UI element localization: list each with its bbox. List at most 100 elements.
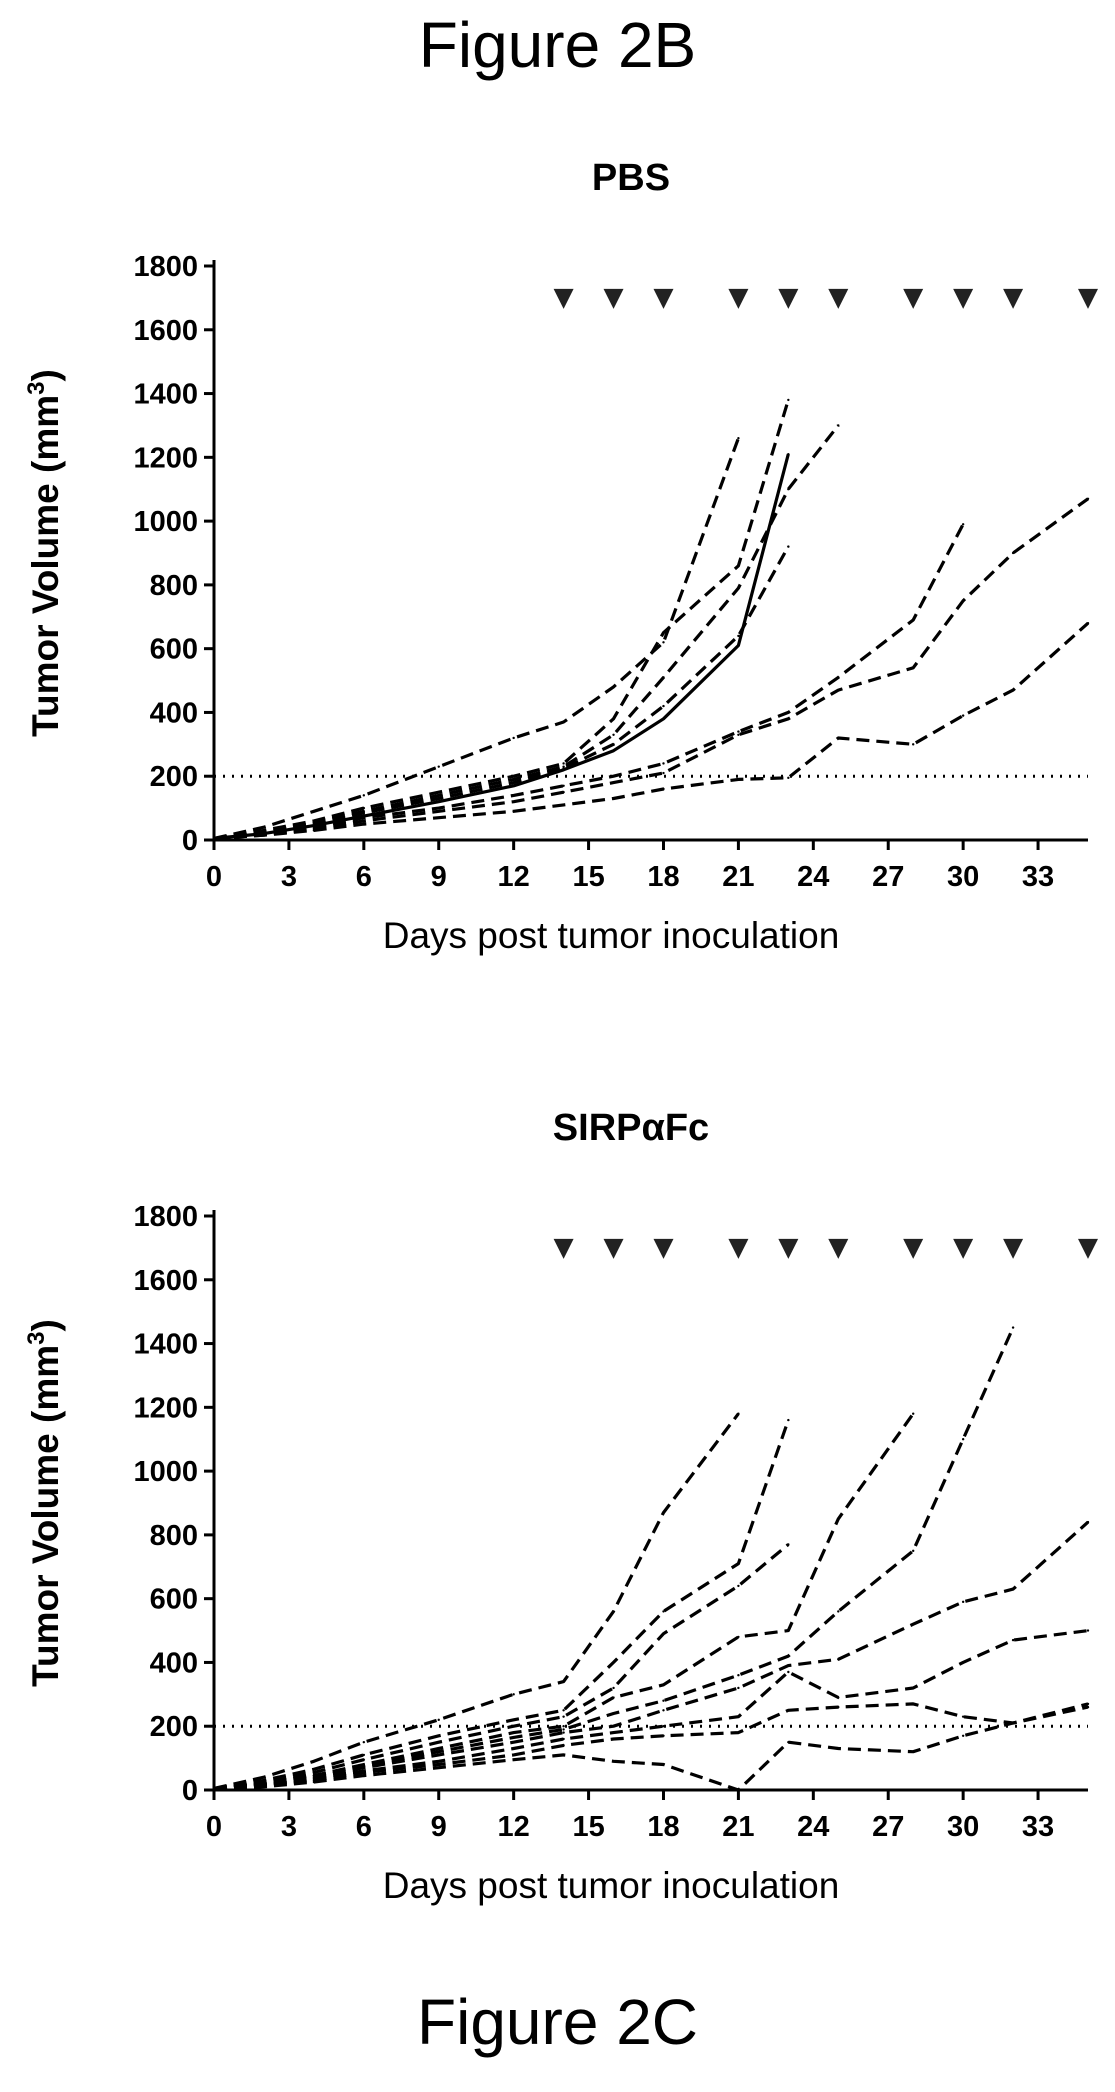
series-line-1 <box>213 1412 740 1790</box>
y-tick-label: 800 <box>150 570 198 602</box>
data-point <box>787 1664 790 1667</box>
data-point <box>737 1635 740 1639</box>
data-point <box>912 743 915 746</box>
data-point <box>912 1412 915 1415</box>
data-point <box>737 586 740 590</box>
y-tick-label: 1000 <box>133 1456 198 1488</box>
data-point <box>1011 1721 1015 1725</box>
y-tick-label: 1600 <box>133 315 198 347</box>
data-point <box>312 1768 316 1771</box>
data-point <box>912 1750 915 1753</box>
data-point <box>512 1747 515 1750</box>
data-point <box>1011 551 1015 555</box>
data-point <box>312 1760 316 1763</box>
data-point <box>437 816 440 819</box>
data-point <box>612 797 615 800</box>
data-point <box>912 1702 915 1706</box>
data-point <box>562 720 565 724</box>
data-point <box>787 1709 790 1712</box>
x-tick-label: 9 <box>431 1811 447 1843</box>
dosing-marker <box>603 288 624 309</box>
data-point <box>787 776 790 780</box>
data-point <box>437 1766 440 1769</box>
dosing-marker <box>903 288 924 309</box>
data-point <box>362 1774 366 1777</box>
data-point <box>787 711 790 714</box>
data-point <box>612 1610 615 1613</box>
data-point <box>362 819 366 823</box>
x-tick-label: 6 <box>356 861 372 893</box>
data-point <box>437 765 440 768</box>
data-point <box>212 837 216 840</box>
y-tick-label: 200 <box>150 1711 198 1743</box>
data-point <box>737 644 740 647</box>
data-point <box>737 1788 740 1792</box>
series-line-1 <box>213 437 740 840</box>
data-point <box>837 736 840 740</box>
data-point <box>662 1734 665 1737</box>
data-point <box>662 1709 665 1712</box>
data-point <box>662 1763 665 1766</box>
x-tick-label: 15 <box>572 861 604 893</box>
y-tick-label: 1600 <box>133 1265 198 1297</box>
data-point <box>562 1680 565 1683</box>
series-line-7 <box>213 497 1089 840</box>
data-point <box>437 1763 440 1766</box>
x-tick-label: 33 <box>1022 861 1054 893</box>
data-point <box>737 733 740 736</box>
data-point <box>512 736 515 740</box>
data-point <box>961 1734 965 1737</box>
series-line-6 <box>213 523 965 840</box>
dosing-marker <box>778 1238 799 1259</box>
series-line-8 <box>213 622 1090 840</box>
data-point <box>737 1674 740 1677</box>
data-point <box>737 778 740 781</box>
dosing-marker <box>1003 1238 1024 1259</box>
data-point <box>737 1562 740 1565</box>
data-point <box>1086 1705 1090 1709</box>
y-tick-label: 1800 <box>133 1201 198 1233</box>
dosing-marker <box>728 288 749 309</box>
series-line-8 <box>213 1702 1089 1790</box>
x-tick-label: 0 <box>206 861 222 893</box>
data-point <box>562 1737 565 1741</box>
data-point <box>512 1725 515 1728</box>
data-point <box>437 1734 440 1737</box>
data-point <box>662 676 665 679</box>
data-point <box>612 781 615 784</box>
data-point <box>612 1661 615 1664</box>
data-point <box>437 1760 440 1763</box>
data-point <box>1086 621 1090 625</box>
data-point <box>562 1715 565 1718</box>
data-point <box>662 1725 665 1728</box>
x-tick-label: 24 <box>797 861 829 893</box>
data-point <box>912 1686 915 1690</box>
data-point <box>362 1753 366 1757</box>
y-tick-label: 1200 <box>133 1392 198 1424</box>
data-point <box>837 688 840 692</box>
data-point <box>787 717 790 721</box>
data-point <box>912 666 915 669</box>
dosing-marker <box>1078 288 1098 309</box>
data-point <box>787 1418 790 1422</box>
dosing-marker <box>953 1238 974 1259</box>
data-point <box>612 1760 615 1763</box>
data-point <box>512 1740 515 1744</box>
data-point <box>562 1731 565 1734</box>
data-point <box>437 1753 440 1757</box>
x-tick-label: 18 <box>647 861 679 893</box>
data-point <box>737 564 740 567</box>
data-point <box>562 767 565 770</box>
data-point <box>662 631 665 634</box>
x-tick-label: 15 <box>572 1811 604 1843</box>
data-point <box>512 1753 515 1757</box>
y-axis-label: Tumor Volume (mm3) <box>23 1319 66 1687</box>
data-point <box>612 749 615 752</box>
data-point <box>612 733 615 736</box>
data-point <box>362 822 366 826</box>
dosing-marker <box>903 1238 924 1259</box>
y-tick-label: 600 <box>150 634 198 666</box>
data-point <box>262 1785 266 1789</box>
data-point <box>787 1670 790 1674</box>
y-tick-label: 1800 <box>133 251 198 283</box>
